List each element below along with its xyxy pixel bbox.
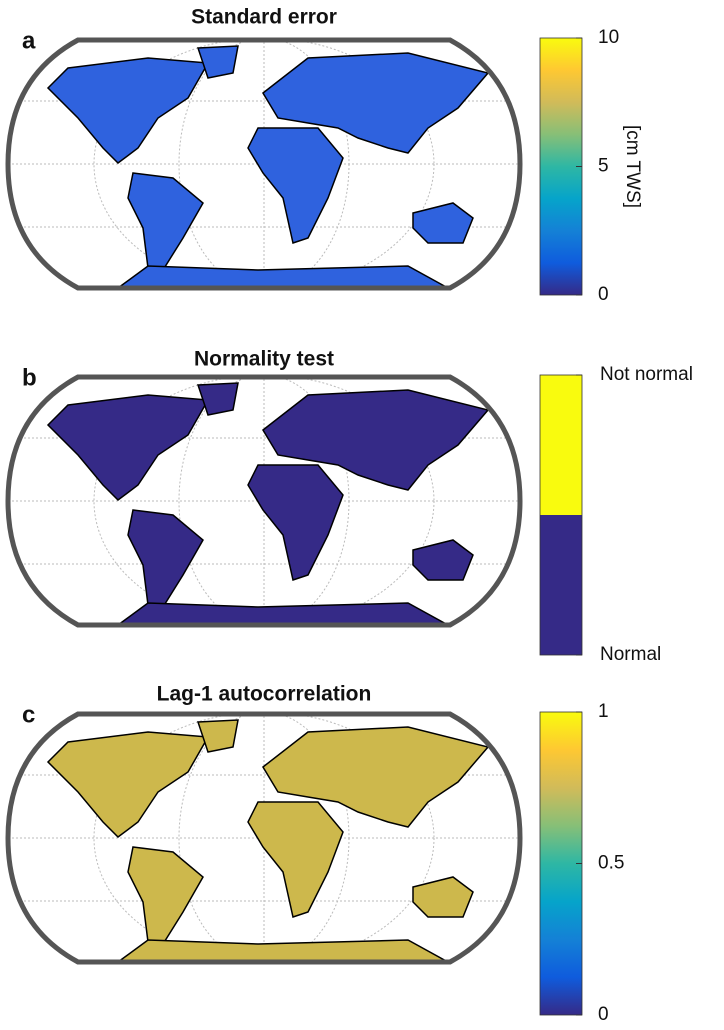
colorbar bbox=[540, 712, 582, 1015]
map bbox=[8, 38, 520, 290]
colorbar-tick-label: Normal bbox=[600, 644, 661, 665]
colorbar-tick-label: 1 bbox=[598, 701, 609, 722]
colorbar-tick-label: 0 bbox=[598, 1004, 609, 1025]
map bbox=[8, 375, 520, 627]
panel-title: Lag-1 autocorrelation bbox=[157, 683, 372, 706]
panel-letter: c bbox=[22, 701, 35, 728]
colorbar-frame bbox=[539, 374, 583, 656]
colorbar-block bbox=[540, 515, 582, 655]
colorbar-tick-label: 10 bbox=[598, 27, 619, 48]
colorbar bbox=[540, 38, 582, 295]
panel-letter: b bbox=[22, 364, 37, 391]
colorbar-block bbox=[540, 375, 582, 515]
colorbar-tick-label: 0.5 bbox=[598, 853, 624, 874]
map bbox=[8, 712, 520, 964]
colorbar-tick-label: Not normal bbox=[600, 364, 693, 385]
panel-title: Standard error bbox=[191, 6, 337, 29]
colorbar-tick-label: 0 bbox=[598, 284, 609, 305]
panel-title: Normality test bbox=[194, 348, 334, 371]
panel-letter: a bbox=[22, 27, 36, 54]
colorbar-tick-label: 5 bbox=[598, 156, 609, 177]
colorbar-label: [cm TWS] bbox=[622, 125, 643, 208]
